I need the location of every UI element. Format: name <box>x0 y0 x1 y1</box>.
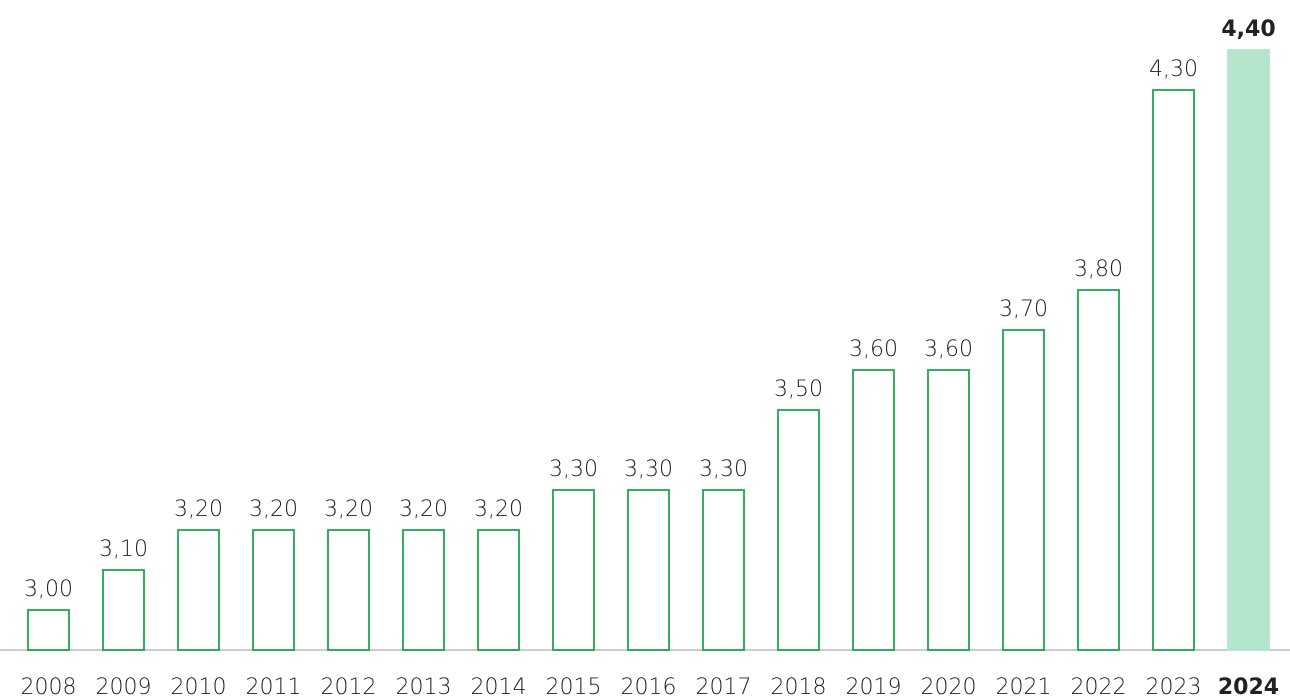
bar <box>177 529 220 651</box>
bar <box>327 529 370 651</box>
x-tick-label: 2014 <box>471 675 527 698</box>
value-label: 3,20 <box>324 497 373 522</box>
value-label: 3,30 <box>549 457 598 482</box>
value-label: 3,10 <box>99 537 148 562</box>
x-tick-label: 2010 <box>171 675 227 698</box>
value-label: 3,50 <box>774 377 823 402</box>
bar <box>1002 329 1045 651</box>
value-label: 3,20 <box>249 497 298 522</box>
bar <box>702 489 745 651</box>
x-tick-label: 2018 <box>771 675 827 698</box>
x-tick-label: 2009 <box>96 675 152 698</box>
value-label: 3,00 <box>24 577 73 602</box>
bar <box>777 409 820 651</box>
x-tick-label: 2017 <box>696 675 752 698</box>
bar <box>102 569 145 651</box>
x-tick-label: 2024 <box>1218 675 1279 698</box>
bar <box>627 489 670 651</box>
value-label: 3,30 <box>624 457 673 482</box>
x-tick-label: 2012 <box>321 675 377 698</box>
value-label: 4,40 <box>1221 17 1275 42</box>
x-tick-label: 2016 <box>621 675 677 698</box>
bar <box>927 369 970 651</box>
value-label: 3,20 <box>174 497 223 522</box>
x-tick-label: 2023 <box>1146 675 1202 698</box>
value-label: 3,20 <box>474 497 523 522</box>
x-tick-label: 2020 <box>921 675 977 698</box>
value-label: 3,20 <box>399 497 448 522</box>
value-label: 3,70 <box>999 297 1048 322</box>
value-label: 3,60 <box>924 337 973 362</box>
x-tick-label: 2013 <box>396 675 452 698</box>
x-tick-label: 2022 <box>1071 675 1127 698</box>
value-label: 3,80 <box>1074 257 1123 282</box>
bar <box>1152 89 1195 651</box>
x-tick-label: 2015 <box>546 675 602 698</box>
bar <box>252 529 295 651</box>
value-label: 3,60 <box>849 337 898 362</box>
x-tick-label: 2021 <box>996 675 1052 698</box>
bar <box>27 609 70 651</box>
bar <box>477 529 520 651</box>
value-label: 3,30 <box>699 457 748 482</box>
value-label: 4,30 <box>1149 57 1198 82</box>
bar <box>1077 289 1120 651</box>
x-tick-label: 2019 <box>846 675 902 698</box>
bar <box>852 369 895 651</box>
x-tick-label: 2008 <box>21 675 77 698</box>
x-tick-label: 2011 <box>246 675 302 698</box>
bar <box>402 529 445 651</box>
bar <box>1227 49 1270 651</box>
bar <box>552 489 595 651</box>
